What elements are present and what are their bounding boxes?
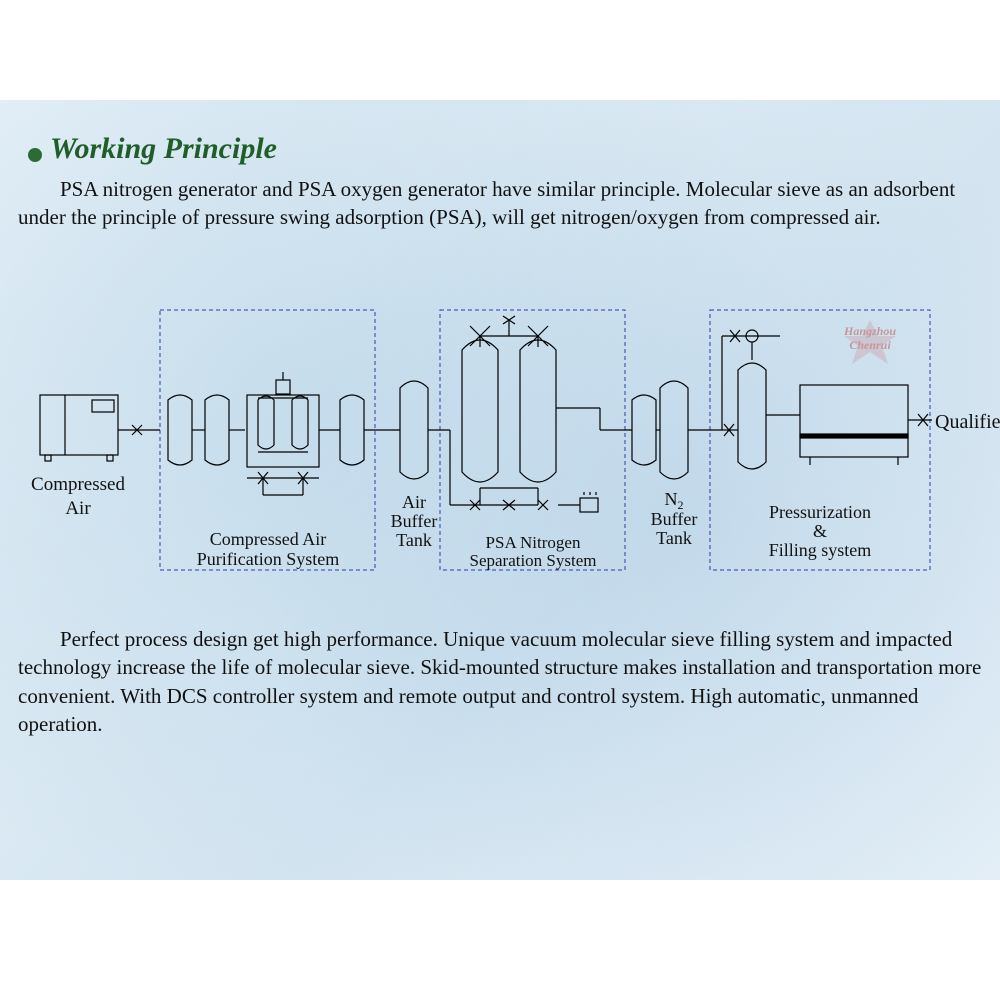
precooler-2 [205,395,229,465]
svg-text:Hangzhou: Hangzhou [843,324,896,338]
input-label-l1: Compressed [31,474,125,495]
box-psa-label-l2: Separation System [469,551,596,570]
box-press-label-l1: Pressurization [769,502,871,522]
box-press-label-l3: Filling system [769,540,872,560]
watermark: Hangzhou Chenrui [843,320,896,364]
psa-towers-icon [450,316,598,512]
box-psa [440,310,625,570]
box-purif-label-l2: Purification System [197,549,340,569]
air-buffer-tank-icon [400,381,428,479]
output-label: Qualified N2 [935,411,1000,435]
box-purif-label-l1: Compressed Air [210,529,327,549]
input-label-l2: Air [65,498,91,519]
process-diagram: Compressed Air Compressed Air Purificati… [0,0,1000,1000]
filter-icon [340,395,364,465]
n2-buffer-tank-icon [660,381,688,479]
air-buffer-label-l3: Tank [396,530,432,550]
air-buffer-label-l1: Air [402,492,426,512]
page-canvas: Working Principle PSA nitrogen generator… [0,0,1000,1000]
box-psa-label-l1: PSA Nitrogen [486,533,581,552]
air-buffer-label-l2: Buffer [391,511,438,531]
compressor-icon [40,395,118,455]
purification-unit-icon [247,372,319,495]
precooler-1 [168,395,192,465]
n2-buffer-label-l3: Tank [656,528,692,548]
n2-buffer-label-l2: Buffer [651,509,698,529]
svg-text:Chenrui: Chenrui [849,338,891,352]
box-press-label-l2: & [813,521,827,541]
